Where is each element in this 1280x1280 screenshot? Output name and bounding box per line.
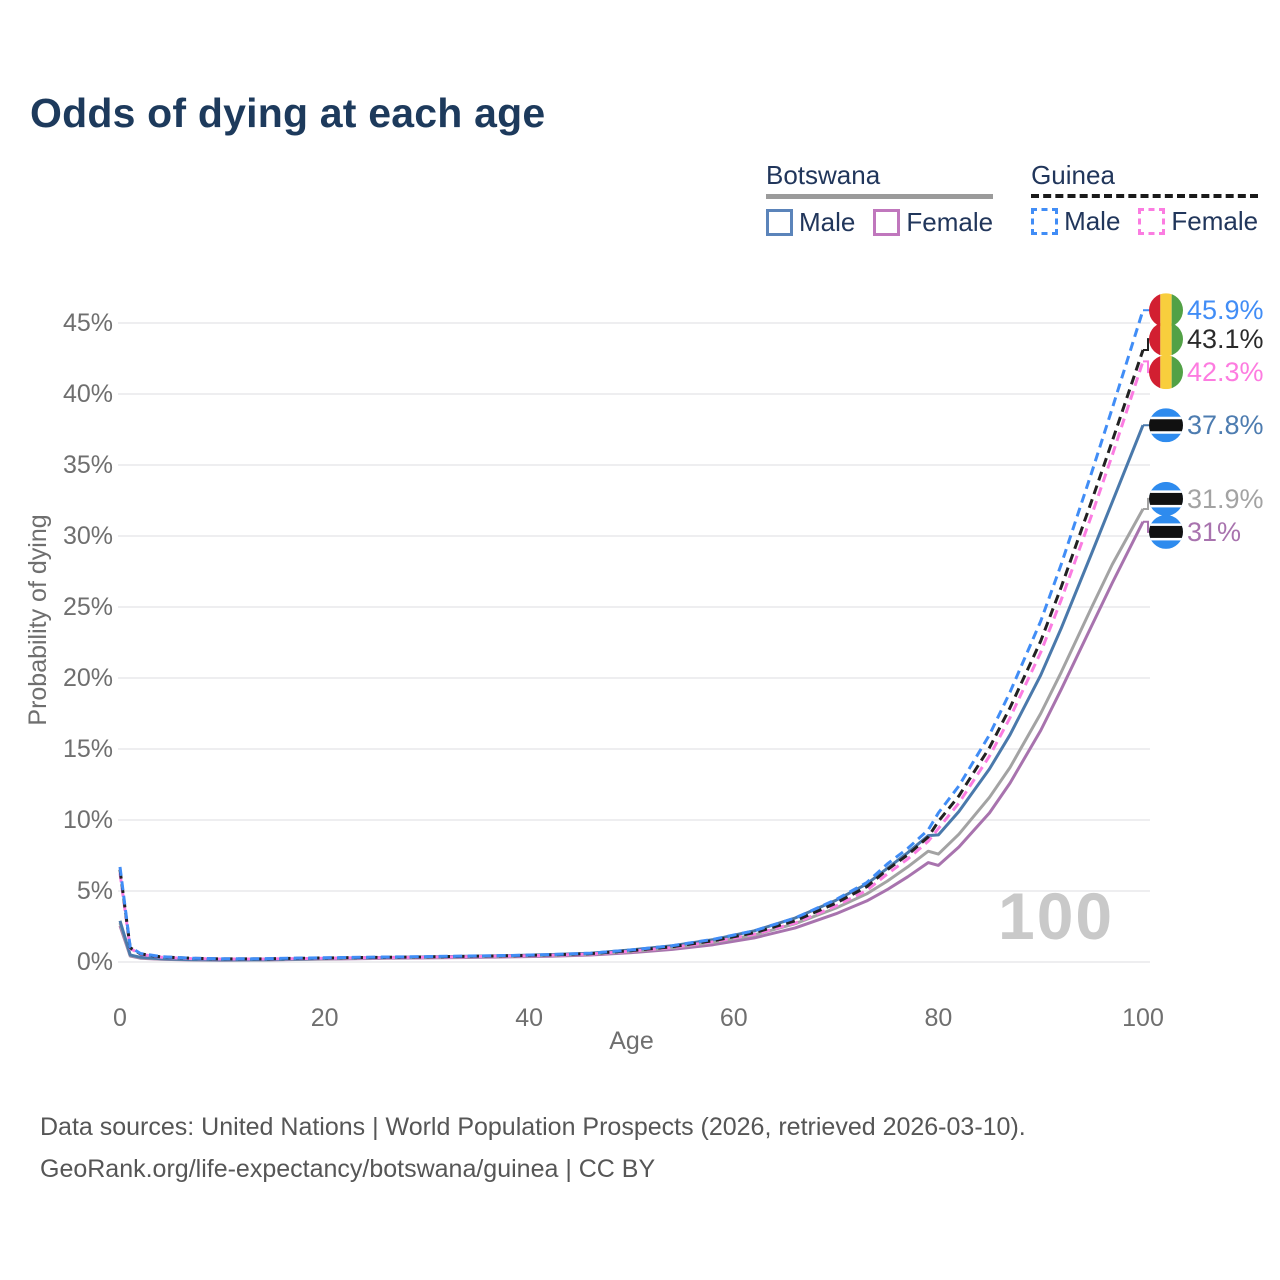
flag-guinea-icon: [1149, 322, 1183, 357]
flag-botswana-icon: [1149, 514, 1183, 549]
flag-botswana-icon: [1149, 408, 1183, 443]
legend-item-guinea-male[interactable]: Male: [1031, 206, 1120, 237]
y-tick-label: 10%: [63, 806, 113, 834]
line-guinea-female: [118, 360, 1145, 961]
y-axis-title: Probability of dying: [24, 514, 52, 725]
line-guinea-all: [118, 349, 1145, 961]
end-label-guinea-male: 45.9%: [1187, 295, 1264, 325]
legend-item-guinea-female[interactable]: Female: [1138, 206, 1258, 237]
guinea-line-swatch: [1031, 194, 1259, 198]
legend-label: Male: [1064, 206, 1121, 236]
data-sources-text: Data sources: United Nations | World Pop…: [40, 1113, 1026, 1141]
legend-title-guinea: Guinea: [1031, 160, 1115, 190]
x-tick-label: 20: [311, 1004, 339, 1032]
line-guinea-male: [118, 309, 1145, 961]
line-botswana-all: [118, 508, 1145, 962]
legend-label: Male: [799, 207, 856, 237]
x-tick-label: 0: [113, 1004, 127, 1032]
legend-group-botswana: Botswana Male Female: [766, 160, 994, 238]
botswana-female-swatch-icon: [873, 209, 901, 236]
x-tick-label: 60: [720, 1004, 748, 1032]
flag-botswana-icon: [1149, 481, 1183, 516]
x-tick-label: 100: [1122, 1004, 1164, 1032]
legend-label: Female: [1171, 206, 1259, 236]
legend-title-botswana: Botswana: [766, 160, 881, 190]
attribution-text: GeoRank.org/life-expectancy/botswana/gui…: [40, 1155, 656, 1183]
line-botswana-female: [118, 521, 1145, 962]
botswana-line-swatch: [766, 194, 994, 199]
end-label-botswana-female: 31%: [1187, 517, 1241, 547]
y-tick-label: 25%: [63, 593, 113, 621]
x-tick-label: 40: [515, 1004, 543, 1032]
end-label-botswana-male: 37.8%: [1187, 410, 1264, 440]
guinea-male-swatch-icon: [1031, 208, 1059, 235]
botswana-male-swatch-icon: [766, 209, 793, 236]
x-axis-title: Age: [609, 1027, 653, 1055]
y-tick-label: 5%: [77, 877, 113, 905]
end-label-guinea-female: 42.3%: [1187, 357, 1264, 387]
guinea-female-swatch-icon: [1138, 208, 1166, 235]
end-label-guinea-all: 43.1%: [1187, 324, 1264, 354]
y-tick-label: 40%: [63, 380, 113, 408]
flag-guinea-icon: [1149, 293, 1183, 328]
legend: Botswana Male Female Guinea Male Female: [766, 160, 1259, 238]
line-botswana-male: [118, 424, 1145, 962]
y-tick-label: 30%: [63, 522, 113, 550]
y-tick-label: 0%: [77, 948, 113, 976]
x-tick-label: 80: [924, 1004, 952, 1032]
legend-label: Female: [906, 207, 994, 237]
y-tick-label: 35%: [63, 451, 113, 479]
y-tick-label: 15%: [63, 735, 113, 763]
legend-item-botswana-female[interactable]: Female: [873, 207, 993, 238]
end-label-botswana-all: 31.9%: [1187, 484, 1264, 514]
flag-guinea-icon: [1149, 355, 1183, 390]
footer: Data sources: United Nations | World Pop…: [40, 1106, 1026, 1190]
legend-item-botswana-male[interactable]: Male: [766, 207, 855, 238]
y-tick-label: 20%: [63, 664, 113, 692]
page-title: Odds of dying at each age: [30, 90, 546, 136]
legend-group-guinea: Guinea Male Female: [1031, 160, 1259, 238]
y-tick-label: 45%: [63, 309, 113, 337]
